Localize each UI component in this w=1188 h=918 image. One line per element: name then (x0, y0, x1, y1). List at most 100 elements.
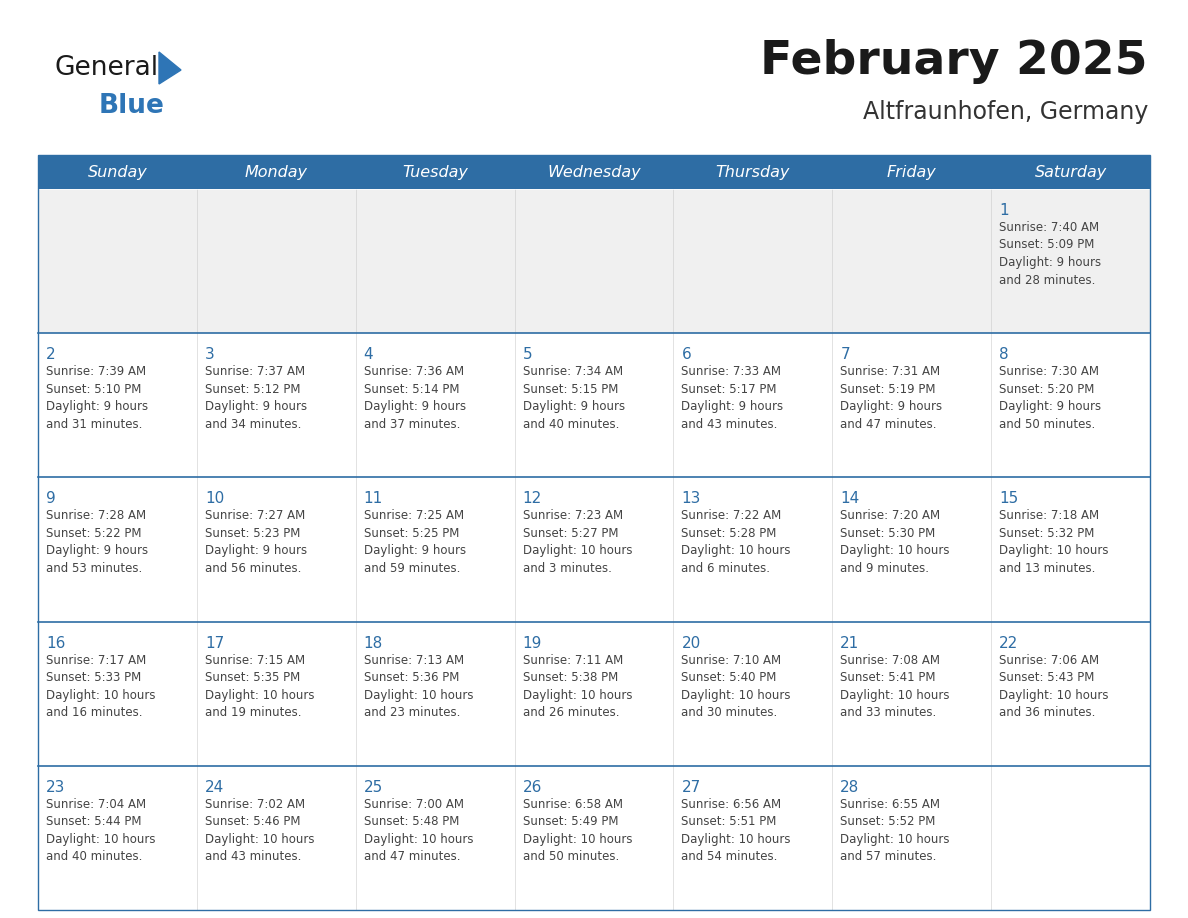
Text: Sunday: Sunday (88, 164, 147, 180)
Text: 14: 14 (840, 491, 860, 507)
Text: Sunrise: 7:20 AM
Sunset: 5:30 PM
Daylight: 10 hours
and 9 minutes.: Sunrise: 7:20 AM Sunset: 5:30 PM Dayligh… (840, 509, 949, 575)
Text: 15: 15 (999, 491, 1018, 507)
Text: Sunrise: 7:30 AM
Sunset: 5:20 PM
Daylight: 9 hours
and 50 minutes.: Sunrise: 7:30 AM Sunset: 5:20 PM Dayligh… (999, 365, 1101, 431)
Bar (991, 189, 1150, 333)
Text: 3: 3 (204, 347, 215, 363)
Text: Sunrise: 7:06 AM
Sunset: 5:43 PM
Daylight: 10 hours
and 36 minutes.: Sunrise: 7:06 AM Sunset: 5:43 PM Dayligh… (999, 654, 1108, 719)
Text: 10: 10 (204, 491, 225, 507)
Text: Sunrise: 7:13 AM
Sunset: 5:36 PM
Daylight: 10 hours
and 23 minutes.: Sunrise: 7:13 AM Sunset: 5:36 PM Dayligh… (364, 654, 473, 719)
Text: 19: 19 (523, 635, 542, 651)
Bar (514, 766, 674, 910)
Text: 17: 17 (204, 635, 225, 651)
Text: Blue: Blue (99, 93, 165, 119)
Text: Sunrise: 7:11 AM
Sunset: 5:38 PM
Daylight: 10 hours
and 26 minutes.: Sunrise: 7:11 AM Sunset: 5:38 PM Dayligh… (523, 654, 632, 719)
Text: 13: 13 (682, 491, 701, 507)
Text: 7: 7 (840, 347, 849, 363)
Text: Sunrise: 7:27 AM
Sunset: 5:23 PM
Daylight: 9 hours
and 56 minutes.: Sunrise: 7:27 AM Sunset: 5:23 PM Dayligh… (204, 509, 307, 575)
Bar (38, 189, 197, 333)
Text: General: General (55, 55, 159, 81)
Bar (355, 477, 514, 621)
Bar (355, 333, 514, 477)
Text: Sunrise: 7:18 AM
Sunset: 5:32 PM
Daylight: 10 hours
and 13 minutes.: Sunrise: 7:18 AM Sunset: 5:32 PM Dayligh… (999, 509, 1108, 575)
Bar (38, 155, 1150, 910)
Text: 23: 23 (46, 779, 65, 795)
Text: 16: 16 (46, 635, 65, 651)
Text: 28: 28 (840, 779, 860, 795)
Text: Sunrise: 7:08 AM
Sunset: 5:41 PM
Daylight: 10 hours
and 33 minutes.: Sunrise: 7:08 AM Sunset: 5:41 PM Dayligh… (840, 654, 949, 719)
Text: Sunrise: 7:15 AM
Sunset: 5:35 PM
Daylight: 10 hours
and 19 minutes.: Sunrise: 7:15 AM Sunset: 5:35 PM Dayligh… (204, 654, 315, 719)
Text: 12: 12 (523, 491, 542, 507)
Text: Sunrise: 7:28 AM
Sunset: 5:22 PM
Daylight: 9 hours
and 53 minutes.: Sunrise: 7:28 AM Sunset: 5:22 PM Dayligh… (46, 509, 148, 575)
Bar (991, 333, 1150, 477)
Text: Sunrise: 7:17 AM
Sunset: 5:33 PM
Daylight: 10 hours
and 16 minutes.: Sunrise: 7:17 AM Sunset: 5:33 PM Dayligh… (46, 654, 156, 719)
Bar (355, 189, 514, 333)
Bar (197, 621, 355, 766)
Bar (674, 189, 833, 333)
Bar (833, 477, 991, 621)
Text: 26: 26 (523, 779, 542, 795)
Text: Sunrise: 7:02 AM
Sunset: 5:46 PM
Daylight: 10 hours
and 43 minutes.: Sunrise: 7:02 AM Sunset: 5:46 PM Dayligh… (204, 798, 315, 863)
Bar (674, 766, 833, 910)
Bar (514, 189, 674, 333)
Text: 21: 21 (840, 635, 860, 651)
Text: Friday: Friday (886, 164, 936, 180)
Text: 8: 8 (999, 347, 1009, 363)
Bar (833, 189, 991, 333)
Bar (833, 155, 991, 189)
Bar (38, 477, 197, 621)
Text: Sunrise: 7:04 AM
Sunset: 5:44 PM
Daylight: 10 hours
and 40 minutes.: Sunrise: 7:04 AM Sunset: 5:44 PM Dayligh… (46, 798, 156, 863)
Bar (991, 766, 1150, 910)
Text: 25: 25 (364, 779, 383, 795)
Text: Sunrise: 7:40 AM
Sunset: 5:09 PM
Daylight: 9 hours
and 28 minutes.: Sunrise: 7:40 AM Sunset: 5:09 PM Dayligh… (999, 221, 1101, 286)
Bar (674, 621, 833, 766)
Text: Monday: Monday (245, 164, 308, 180)
Text: Sunrise: 7:00 AM
Sunset: 5:48 PM
Daylight: 10 hours
and 47 minutes.: Sunrise: 7:00 AM Sunset: 5:48 PM Dayligh… (364, 798, 473, 863)
Bar (355, 621, 514, 766)
Text: 18: 18 (364, 635, 383, 651)
Text: 5: 5 (523, 347, 532, 363)
Bar (355, 766, 514, 910)
Text: Sunrise: 7:39 AM
Sunset: 5:10 PM
Daylight: 9 hours
and 31 minutes.: Sunrise: 7:39 AM Sunset: 5:10 PM Dayligh… (46, 365, 148, 431)
Bar (991, 155, 1150, 189)
Bar (991, 621, 1150, 766)
Bar (514, 155, 674, 189)
Bar (514, 477, 674, 621)
Text: Sunrise: 7:10 AM
Sunset: 5:40 PM
Daylight: 10 hours
and 30 minutes.: Sunrise: 7:10 AM Sunset: 5:40 PM Dayligh… (682, 654, 791, 719)
Text: Sunrise: 7:25 AM
Sunset: 5:25 PM
Daylight: 9 hours
and 59 minutes.: Sunrise: 7:25 AM Sunset: 5:25 PM Dayligh… (364, 509, 466, 575)
Text: 11: 11 (364, 491, 383, 507)
Text: Altfraunhofen, Germany: Altfraunhofen, Germany (862, 100, 1148, 124)
Bar (833, 766, 991, 910)
Bar (197, 333, 355, 477)
Bar (991, 477, 1150, 621)
Text: 9: 9 (46, 491, 56, 507)
Text: 6: 6 (682, 347, 691, 363)
Text: Sunrise: 7:36 AM
Sunset: 5:14 PM
Daylight: 9 hours
and 37 minutes.: Sunrise: 7:36 AM Sunset: 5:14 PM Dayligh… (364, 365, 466, 431)
Text: 22: 22 (999, 635, 1018, 651)
Bar (38, 333, 197, 477)
Text: Tuesday: Tuesday (403, 164, 468, 180)
Text: Sunrise: 7:37 AM
Sunset: 5:12 PM
Daylight: 9 hours
and 34 minutes.: Sunrise: 7:37 AM Sunset: 5:12 PM Dayligh… (204, 365, 307, 431)
Bar (833, 621, 991, 766)
Text: 1: 1 (999, 203, 1009, 218)
Bar (674, 333, 833, 477)
Bar (197, 766, 355, 910)
Text: Sunrise: 6:56 AM
Sunset: 5:51 PM
Daylight: 10 hours
and 54 minutes.: Sunrise: 6:56 AM Sunset: 5:51 PM Dayligh… (682, 798, 791, 863)
Bar (674, 477, 833, 621)
Text: Sunrise: 7:23 AM
Sunset: 5:27 PM
Daylight: 10 hours
and 3 minutes.: Sunrise: 7:23 AM Sunset: 5:27 PM Dayligh… (523, 509, 632, 575)
Text: Saturday: Saturday (1035, 164, 1107, 180)
Text: Wednesday: Wednesday (548, 164, 640, 180)
Bar (833, 333, 991, 477)
Text: Thursday: Thursday (715, 164, 790, 180)
Text: 4: 4 (364, 347, 373, 363)
Text: Sunrise: 7:22 AM
Sunset: 5:28 PM
Daylight: 10 hours
and 6 minutes.: Sunrise: 7:22 AM Sunset: 5:28 PM Dayligh… (682, 509, 791, 575)
Bar (197, 477, 355, 621)
Text: Sunrise: 7:34 AM
Sunset: 5:15 PM
Daylight: 9 hours
and 40 minutes.: Sunrise: 7:34 AM Sunset: 5:15 PM Dayligh… (523, 365, 625, 431)
Polygon shape (159, 52, 181, 84)
Bar (197, 189, 355, 333)
Bar (674, 155, 833, 189)
Bar (514, 621, 674, 766)
Bar (38, 766, 197, 910)
Bar (38, 155, 197, 189)
Text: Sunrise: 7:33 AM
Sunset: 5:17 PM
Daylight: 9 hours
and 43 minutes.: Sunrise: 7:33 AM Sunset: 5:17 PM Dayligh… (682, 365, 784, 431)
Text: Sunrise: 6:55 AM
Sunset: 5:52 PM
Daylight: 10 hours
and 57 minutes.: Sunrise: 6:55 AM Sunset: 5:52 PM Dayligh… (840, 798, 949, 863)
